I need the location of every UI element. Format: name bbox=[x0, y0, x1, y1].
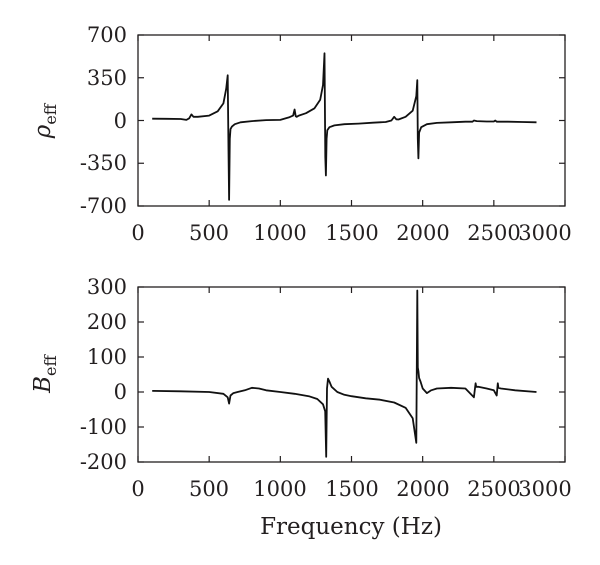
rho-ticks bbox=[137, 34, 566, 207]
b-x-tick-label-1000: 1000 bbox=[253, 477, 306, 501]
rho-y-tick-label-neg700: -700 bbox=[80, 194, 127, 218]
rho-x-tick-label-1500: 1500 bbox=[325, 221, 378, 245]
rho-x-tick-label-500: 500 bbox=[189, 221, 229, 245]
rho-y-axis-symbol: ρ bbox=[30, 124, 56, 139]
b-tick-labels: 0 500 1000 1500 2000 2500 3000 300 200 1… bbox=[80, 275, 572, 501]
b-x-tick-label-500: 500 bbox=[189, 477, 229, 501]
b-series-line bbox=[152, 289, 537, 458]
b-x-tick-label-2000: 2000 bbox=[396, 477, 449, 501]
rho-y-tick-label-neg350: -350 bbox=[80, 151, 127, 175]
rho-x-tick-label-1000: 1000 bbox=[253, 221, 306, 245]
b-y-tick-label-neg100: -100 bbox=[80, 415, 127, 439]
rho-y-tick-label-0: 0 bbox=[114, 109, 127, 133]
b-y-axis-subscript: eff bbox=[41, 354, 60, 376]
rho-x-tick-label-2000: 2000 bbox=[396, 221, 449, 245]
b-x-axis-title: Frequency (Hz) bbox=[260, 514, 442, 540]
rho-x-tick-label-2500: 2500 bbox=[467, 221, 520, 245]
b-x-tick-label-0: 0 bbox=[131, 477, 144, 501]
rho-y-tick-label-700: 700 bbox=[87, 23, 127, 47]
b-plot-frame bbox=[137, 286, 566, 463]
rho-plot-frame bbox=[137, 34, 566, 207]
rho-y-axis-title: ρeff bbox=[30, 102, 60, 139]
b-y-tick-label-200: 200 bbox=[87, 310, 127, 334]
rho-x-tick-label-3000: 3000 bbox=[518, 221, 571, 245]
b-x-tick-label-3000: 3000 bbox=[518, 477, 571, 501]
rho-x-tick-label-0: 0 bbox=[131, 221, 144, 245]
rho-y-tick-label-350: 350 bbox=[87, 66, 127, 90]
b-y-axis-symbol: B bbox=[30, 376, 56, 394]
b-chart: 0 500 1000 1500 2000 2500 3000 300 200 1… bbox=[30, 275, 572, 540]
b-y-axis-title: Beff bbox=[30, 354, 60, 394]
b-y-tick-label-100: 100 bbox=[87, 345, 127, 369]
b-x-tick-label-1500: 1500 bbox=[325, 477, 378, 501]
rho-tick-labels: 0 500 1000 1500 2000 2500 3000 700 350 0… bbox=[80, 23, 572, 245]
b-y-tick-label-300: 300 bbox=[87, 275, 127, 299]
b-y-tick-label-0: 0 bbox=[114, 380, 127, 404]
b-x-tick-label-2500: 2500 bbox=[467, 477, 520, 501]
rho-chart: 0 500 1000 1500 2000 2500 3000 700 350 0… bbox=[30, 23, 572, 245]
b-ticks bbox=[137, 286, 566, 463]
rho-series-line bbox=[152, 52, 537, 201]
b-y-tick-label-neg200: -200 bbox=[80, 450, 127, 474]
rho-y-axis-subscript: eff bbox=[41, 102, 60, 124]
